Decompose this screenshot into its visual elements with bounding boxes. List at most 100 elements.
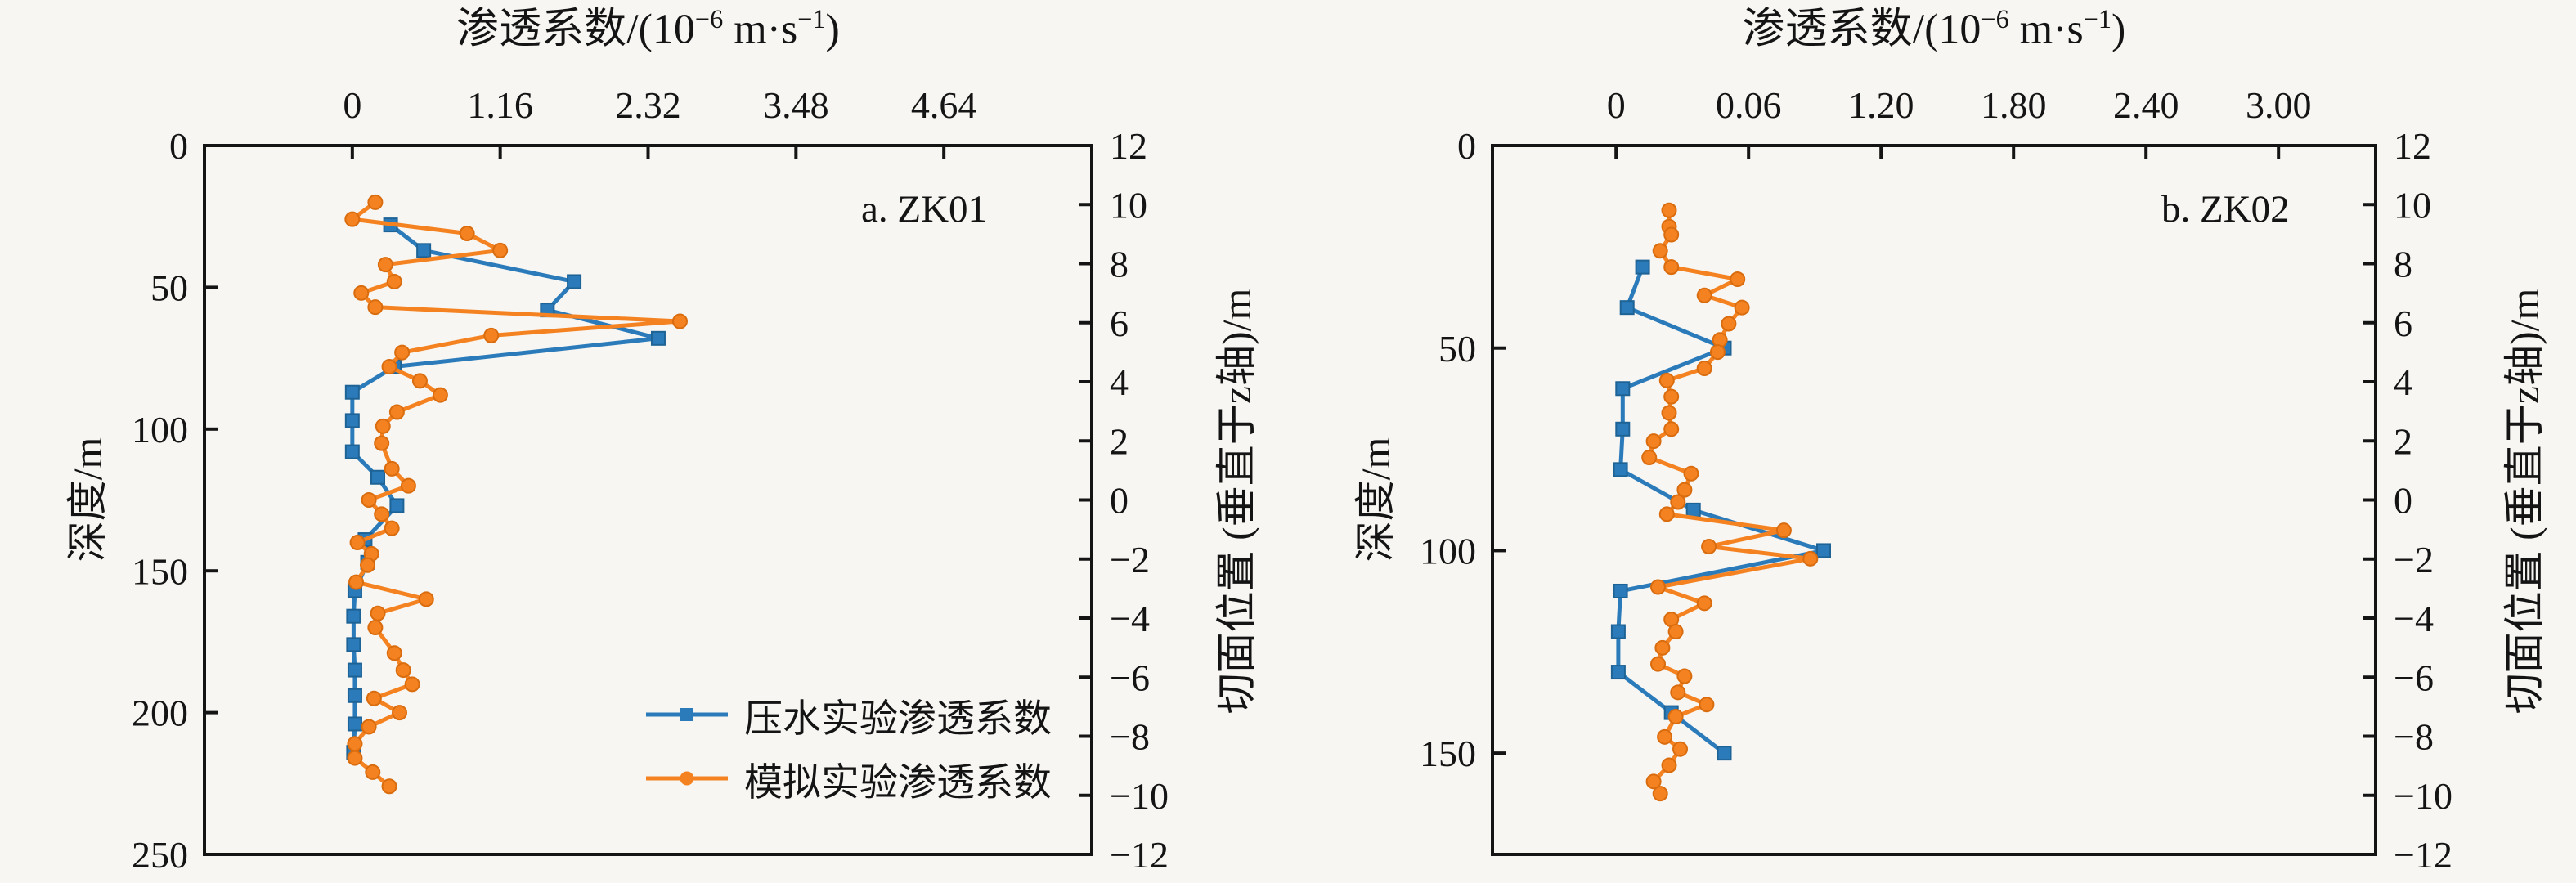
circle-marker: [366, 690, 382, 706]
circle-marker: [1696, 360, 1712, 376]
circle-marker: [411, 373, 428, 389]
square-marker: [1685, 502, 1701, 518]
circle-marker: [1645, 433, 1662, 450]
section-position-tick-label: 6: [1110, 303, 1129, 344]
square-marker: [346, 637, 361, 652]
circle-marker: [360, 557, 376, 573]
circle-marker: [1696, 287, 1712, 303]
section-position-tick-label: 4: [1110, 361, 1129, 403]
square-marker: [416, 243, 432, 258]
circle-marker: [418, 591, 434, 607]
circle-marker: [367, 299, 384, 316]
section-position-tick-label: −6: [1110, 657, 1150, 698]
circle-marker: [370, 605, 386, 621]
legend-square-marker: [680, 708, 693, 721]
axis-ticks-and-labels: 0 0.06 1.20 1.80 2.40 3.00 0 50 100 150 12 10 8 6 4 2 0 −…: [1420, 84, 2453, 876]
x-tick-label: 1.16: [467, 84, 533, 126]
depth-axis-label-zk01: 深度/m: [65, 437, 110, 563]
circle-marker: [1683, 465, 1699, 482]
circle-marker: [375, 418, 391, 434]
section-position-tick-label: −8: [2394, 716, 2434, 758]
section-position-tick-label: −2: [1110, 539, 1150, 580]
circle-marker: [483, 327, 500, 343]
chart-panel-zk02: 0 0.06 1.20 1.80 2.40 3.00 0 50 100 150 12 10 8 6 4 2 0 −…: [1420, 84, 2453, 876]
depth-tick-label: 150: [1420, 733, 1476, 774]
circle-marker: [404, 676, 420, 693]
x-tick-label: 4.64: [911, 84, 977, 126]
section-position-tick-label: −8: [1110, 716, 1150, 758]
circle-marker: [348, 574, 365, 590]
title-text: m·s: [723, 6, 798, 53]
circle-marker: [1667, 624, 1684, 640]
section-position-tick-label: −4: [2394, 598, 2434, 639]
square-marker: [1610, 665, 1626, 680]
depth-tick-label: 150: [132, 550, 188, 592]
square-marker: [1635, 259, 1650, 275]
square-marker: [1816, 543, 1831, 558]
section-position-tick-label: 12: [2394, 125, 2431, 167]
section-position-tick-label: 0: [1110, 480, 1129, 522]
circle-marker: [367, 620, 384, 636]
section-position-tick-label: 2: [2394, 420, 2412, 462]
title-text: 渗透系数/(10: [456, 6, 695, 53]
legend-item-simulation: 模拟实验渗透系数: [644, 752, 1052, 805]
legend: 压水实验渗透系数 模拟实验渗透系数: [644, 688, 1052, 805]
depth-axis-label-zk02: 深度/m: [1353, 437, 1398, 563]
circle-marker: [1663, 226, 1680, 243]
square-marker: [344, 413, 360, 428]
circle-marker: [381, 359, 397, 375]
circle-marker: [384, 460, 400, 477]
circle-marker: [1699, 697, 1715, 713]
section-position-tick-label: 6: [2394, 303, 2412, 344]
section-position-tick-label: 4: [2394, 361, 2412, 403]
section-position-tick-label: −10: [2394, 775, 2453, 817]
circle-marker: [1701, 538, 1717, 554]
circle-marker: [1658, 372, 1675, 388]
depth-tick-label: 0: [169, 125, 188, 167]
x-tick-label: 3.48: [763, 84, 829, 126]
circle-marker: [1650, 656, 1666, 672]
circle-marker: [1661, 405, 1677, 421]
x-tick-label: 0: [1607, 84, 1626, 126]
circle-marker: [1641, 449, 1658, 465]
circle-marker: [386, 645, 402, 661]
legend-label: 压水实验渗透系数: [744, 697, 1052, 741]
axis-ticks-and-labels: 0 1.16 2.32 3.48 4.64 0 50 100 150 200 250 12 10 8 6 4 2…: [132, 84, 1169, 876]
circle-marker: [1657, 728, 1673, 745]
square-marker: [344, 444, 360, 459]
depth-tick-label: 100: [1420, 531, 1476, 572]
circle-marker: [1670, 494, 1686, 510]
depth-tick-label: 0: [1457, 125, 1476, 167]
circle-marker: [367, 194, 384, 210]
depth-tick-label: 100: [132, 409, 188, 450]
circle-marker: [1802, 550, 1819, 567]
circle-marker: [1658, 506, 1675, 522]
circle-marker: [347, 750, 363, 766]
circle-marker: [349, 535, 366, 551]
title-text: 渗透系数/(10: [1742, 6, 1981, 53]
square-marker: [370, 469, 386, 485]
circle-marker: [1645, 773, 1662, 790]
circle-marker: [1654, 639, 1671, 656]
circle-marker: [1652, 786, 1668, 802]
square-marker: [347, 716, 362, 732]
section-position-tick-label: 8: [2394, 244, 2412, 285]
circle-marker: [400, 477, 416, 494]
square-marker: [1613, 462, 1628, 477]
chart-panel-zk01: 0 1.16 2.32 3.48 4.64 0 50 100 150 200 250 12 10 8 6 4 2…: [132, 84, 1169, 876]
pressure-test-legend-marker-icon: [646, 708, 728, 721]
circle-marker: [395, 662, 411, 679]
depth-tick-label: 250: [132, 834, 188, 876]
circle-marker: [377, 257, 393, 273]
circle-marker: [353, 285, 370, 301]
depth-tick-label: 200: [132, 693, 188, 734]
title-text: ): [2112, 6, 2126, 53]
square-marker: [1610, 624, 1626, 639]
title-superscript: −6: [1981, 4, 2009, 34]
circle-marker: [394, 344, 411, 361]
circle-marker: [386, 273, 402, 289]
section-position-tick-label: −4: [1110, 598, 1150, 639]
circle-marker: [388, 404, 405, 420]
circle-marker: [1663, 259, 1680, 276]
